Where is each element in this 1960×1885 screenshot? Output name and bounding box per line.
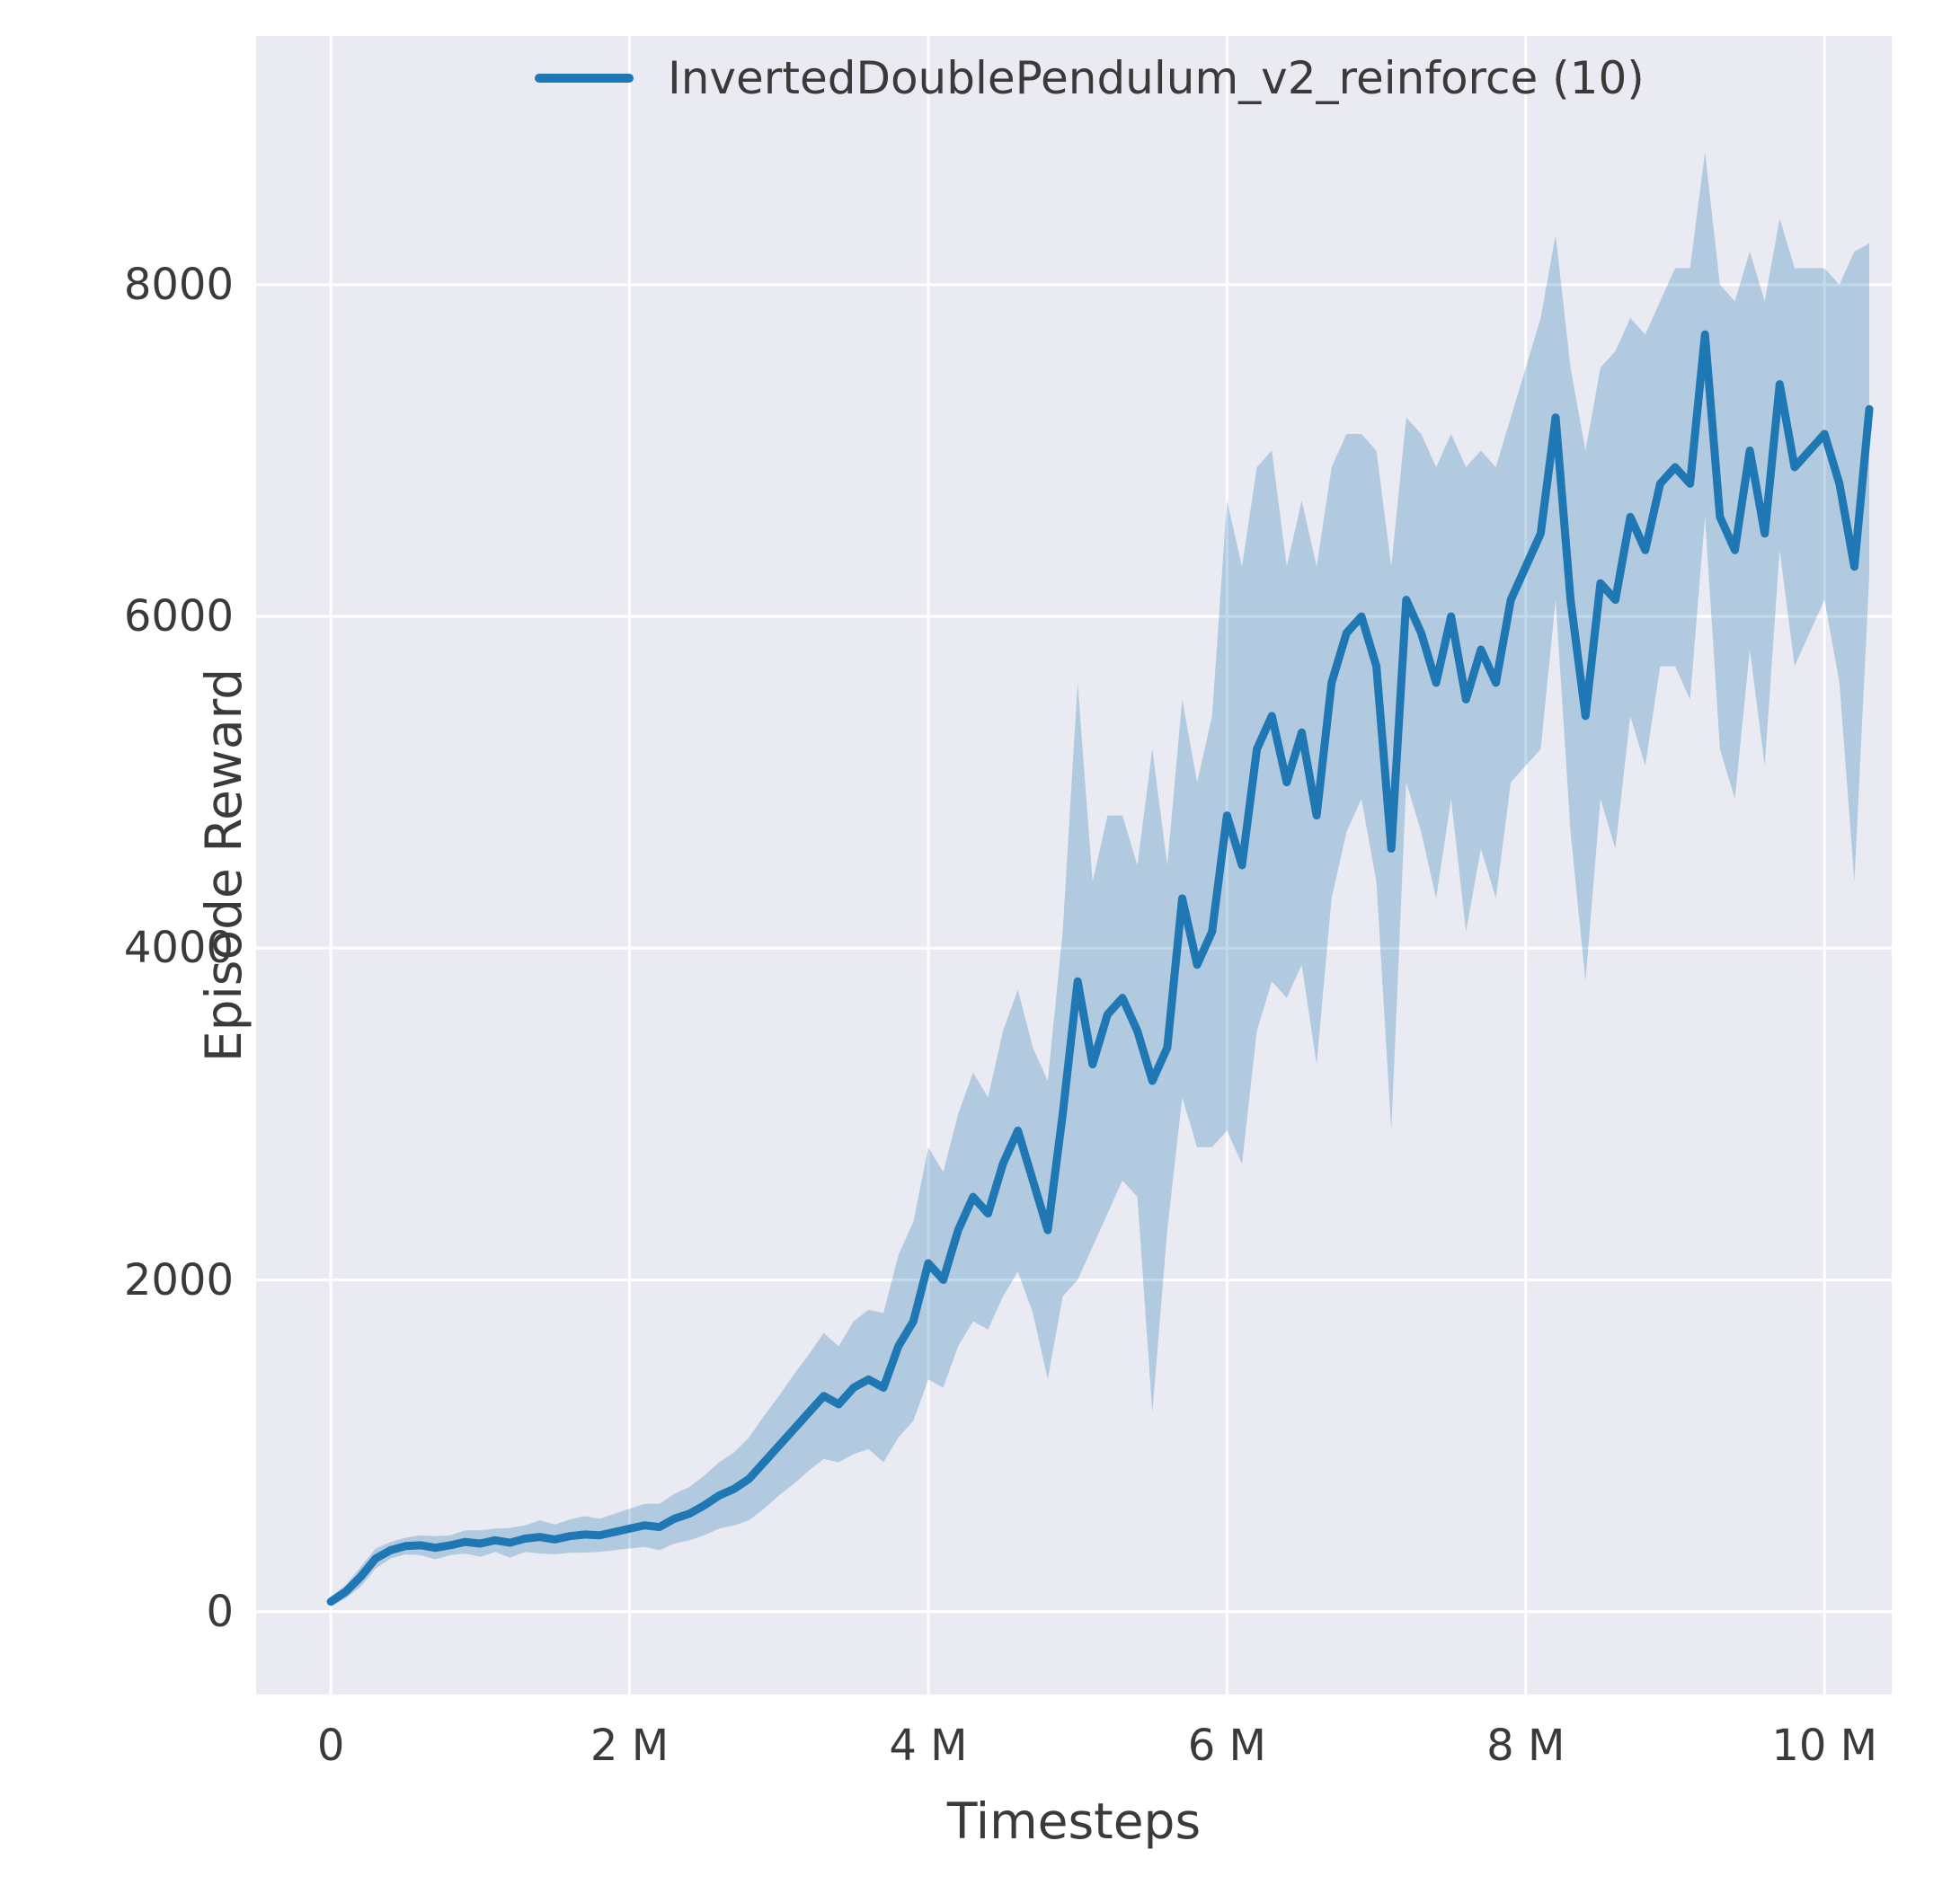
mean-line [326, 330, 1874, 1606]
x-tick-label: 2 M [590, 1721, 670, 1771]
legend-line-swatch [535, 74, 634, 83]
x-tick-label: 0 [316, 1721, 345, 1771]
y-tick-label: 8000 [123, 259, 234, 310]
y-tick-label: 2000 [123, 1254, 234, 1305]
x-tick-label: 4 M [889, 1721, 968, 1771]
legend-label: InvertedDoublePendulum_v2_reinforce (10) [668, 52, 1645, 104]
x-axis-label: Timesteps [946, 1792, 1202, 1850]
confidence-band [331, 152, 1870, 1607]
x-tick-label: 10 M [1771, 1721, 1878, 1771]
x-tick-label: 6 M [1187, 1721, 1266, 1771]
y-tick-label: 0 [206, 1586, 234, 1637]
y-axis-label: Episode Reward [195, 668, 253, 1063]
x-tick-label: 8 M [1486, 1721, 1565, 1771]
y-tick-label: 4000 [123, 923, 234, 974]
plot-area [256, 36, 1892, 1695]
legend: InvertedDoublePendulum_v2_reinforce (10) [535, 52, 1645, 104]
y-tick-label: 6000 [123, 591, 234, 642]
plot-svg [256, 36, 1892, 1695]
